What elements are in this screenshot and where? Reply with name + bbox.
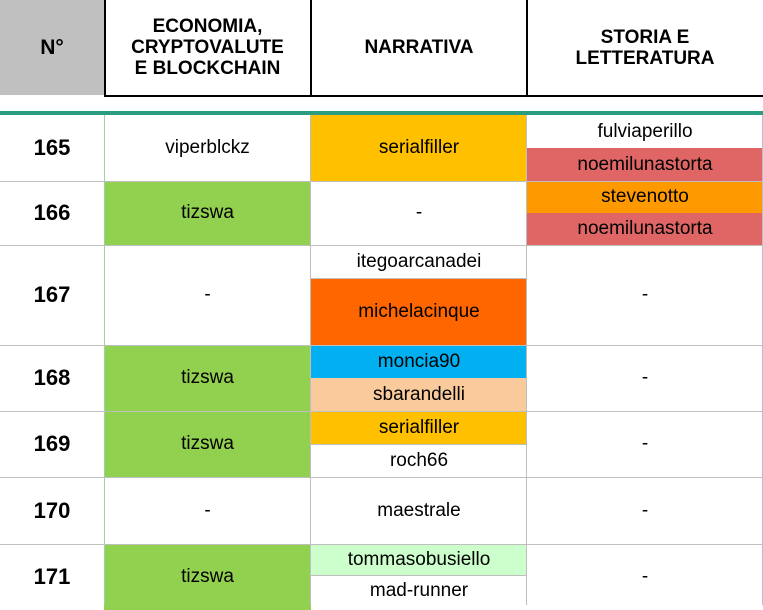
row-number: 167 — [0, 245, 104, 345]
row-number: 171 — [0, 544, 104, 610]
cell-narrativa: roch66 — [311, 444, 527, 477]
header-narrativa: NARRATIVA — [311, 0, 527, 95]
row-divider — [0, 345, 763, 346]
cell-text: noemilunastorta — [577, 153, 713, 175]
cell-text: maestrale — [377, 499, 461, 521]
row-divider — [0, 544, 763, 545]
cell-storia: - — [527, 245, 763, 345]
cell-text: mad-runner — [369, 579, 469, 601]
cell-text: stevenotto — [601, 186, 689, 207]
cell-narrativa: maestrale — [311, 477, 527, 544]
header-economia: ECONOMIA, CRYPTOVALUTE E BLOCKCHAIN — [104, 0, 311, 95]
row-divider — [0, 411, 763, 412]
row-divider — [0, 477, 763, 478]
header-storia: STORIA E LETTERATURA — [527, 0, 763, 95]
cell-storia: - — [527, 477, 763, 544]
cell-narrativa: michelacinque — [311, 278, 527, 345]
cell-economia: tizswa — [104, 181, 311, 245]
cell-narrativa: moncia90 — [311, 345, 527, 378]
cell-text: tizswa — [181, 202, 234, 223]
cell-storia: - — [527, 345, 763, 411]
cell-text: 167 — [33, 282, 71, 307]
accent-rule — [0, 111, 763, 115]
header-divider — [310, 0, 312, 97]
cell-storia: noemilunastorta — [527, 213, 763, 245]
row-number: 169 — [0, 411, 104, 477]
cell-text: 171 — [33, 564, 71, 589]
cell-economia: tizswa — [104, 544, 311, 610]
cell-text: 166 — [33, 200, 71, 225]
header-storia-label: STORIA E LETTERATURA — [575, 26, 715, 69]
header-number: N° — [0, 0, 104, 95]
cell-text: - — [204, 499, 211, 521]
cell-text: noemilunastorta — [577, 218, 713, 239]
cell-text: serialfiller — [378, 416, 460, 438]
cell-economia: viperblckz — [104, 115, 311, 181]
header-narrativa-label: NARRATIVA — [364, 37, 474, 58]
row-number: 166 — [0, 181, 104, 245]
row-divider — [0, 245, 763, 246]
cell-text: viperblckz — [165, 137, 250, 158]
cell-narrativa: - — [311, 181, 527, 245]
cell-text: serialfiller — [378, 137, 460, 158]
cell-text: 168 — [33, 365, 71, 390]
cell-text: roch66 — [389, 449, 449, 471]
row-number: 165 — [0, 115, 104, 181]
cell-economia: - — [104, 245, 311, 345]
cell-text: tizswa — [181, 433, 234, 454]
cell-text: tommasobusiello — [347, 548, 491, 570]
header-gap — [0, 97, 763, 111]
row-divider — [0, 181, 763, 182]
header-divider — [526, 0, 528, 97]
column-divider — [526, 115, 527, 605]
row-number: 170 — [0, 477, 104, 544]
cell-text: fulviaperillo — [597, 120, 693, 142]
cell-storia: noemilunastorta — [527, 148, 763, 181]
cell-narrativa: mad-runner — [311, 575, 527, 606]
cell-storia: - — [527, 411, 763, 477]
row-divider — [311, 575, 527, 576]
cell-text: moncia90 — [377, 350, 461, 372]
cell-text: michelacinque — [358, 300, 480, 322]
cell-text: - — [641, 566, 649, 587]
cell-economia: - — [104, 477, 311, 544]
cell-text: - — [641, 367, 649, 388]
cell-text: tizswa — [181, 566, 234, 587]
cell-text: - — [415, 202, 423, 223]
cell-text: - — [641, 433, 649, 454]
column-divider — [310, 115, 311, 605]
cell-economia: tizswa — [104, 345, 311, 411]
cell-text: sbarandelli — [373, 383, 465, 405]
cell-storia: stevenotto — [527, 181, 763, 213]
cell-narrativa: sbarandelli — [311, 378, 527, 411]
row-divider — [311, 444, 527, 445]
cell-text: - — [641, 499, 649, 521]
row-divider — [311, 278, 527, 279]
cell-storia: fulviaperillo — [527, 115, 763, 148]
cell-narrativa: serialfiller — [311, 411, 527, 444]
cell-storia: - — [527, 544, 763, 610]
cell-narrativa: itegoarcanadei — [311, 245, 527, 278]
header-divider — [104, 0, 106, 97]
cell-narrativa: serialfiller — [311, 115, 527, 181]
cell-text: - — [204, 284, 211, 305]
column-divider — [104, 115, 105, 605]
row-number: 168 — [0, 345, 104, 411]
header-economia-label: ECONOMIA, CRYPTOVALUTE E BLOCKCHAIN — [131, 16, 284, 79]
header-bottom-border — [104, 95, 763, 97]
cell-text: tizswa — [181, 367, 234, 388]
header-number-label: N° — [40, 36, 64, 59]
cell-text: itegoarcanadei — [356, 250, 482, 272]
cell-text: 170 — [33, 497, 71, 523]
cell-text: - — [641, 284, 649, 305]
cell-economia: tizswa — [104, 411, 311, 477]
cell-narrativa: tommasobusiello — [311, 544, 527, 575]
cell-text: 169 — [33, 431, 71, 456]
cell-text: 165 — [33, 135, 71, 160]
